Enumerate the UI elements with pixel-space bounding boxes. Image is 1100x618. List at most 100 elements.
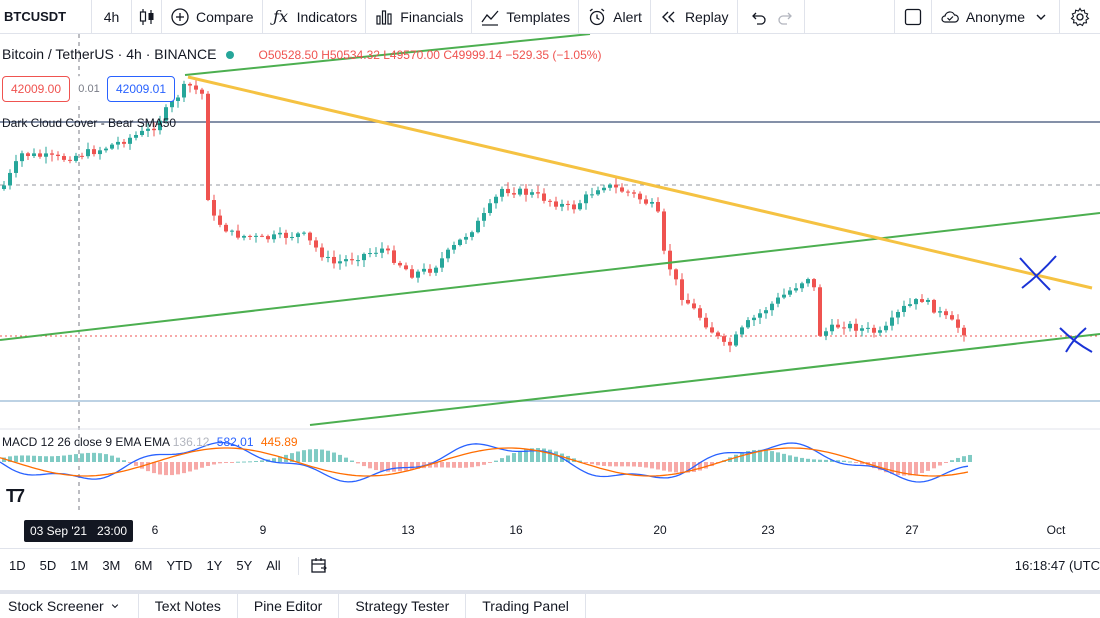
macd-bar [602, 462, 606, 466]
macd-bar [548, 449, 552, 462]
tab-trading-panel[interactable]: Trading Panel [466, 594, 586, 618]
fullscreen-button[interactable] [893, 0, 932, 34]
time-tick: 13 [401, 523, 415, 537]
candle-body [428, 268, 432, 273]
chart-type-button[interactable] [132, 0, 162, 34]
undo-button[interactable] [738, 0, 772, 34]
candle-body [338, 261, 342, 264]
candle-body [320, 247, 324, 258]
macd-bar [110, 455, 114, 462]
macd-bar [290, 453, 294, 462]
candle-body [476, 220, 480, 233]
symbol-legend: Bitcoin / TetherUS · 4h · BINANCE O50528.… [2, 46, 601, 62]
tab-stock-screener[interactable]: Stock Screener [0, 594, 139, 618]
macd-bar [68, 454, 72, 462]
macd-bar [344, 457, 348, 462]
candle-body [38, 153, 42, 157]
macd-bar [56, 456, 60, 462]
range-1m-button[interactable]: 1M [70, 558, 89, 573]
tab-strategy-tester[interactable]: Strategy Tester [339, 594, 467, 618]
indicators-button[interactable]: ƒx Indicators [263, 0, 367, 34]
interval-button[interactable]: 4h [92, 0, 132, 34]
candle-body [356, 260, 360, 262]
candle-body [386, 248, 390, 251]
layout-save-button[interactable]: Anonyme [932, 0, 1060, 34]
time-axis[interactable]: 03 Sep '21 23:00 6 9 13 16 20 23 27 Oct [0, 514, 1100, 544]
redo-button[interactable] [772, 0, 805, 34]
range-5d-button[interactable]: 5D [39, 558, 57, 573]
calendar-goto-icon[interactable] [309, 556, 329, 576]
range-3m-button[interactable]: 3M [102, 558, 121, 573]
candle-body [716, 332, 720, 337]
macd-legend[interactable]: MACD 12 26 close 9 EMA EMA 136.12 582.01… [2, 435, 298, 449]
candle-body [908, 304, 912, 306]
tab-text-notes[interactable]: Text Notes [139, 594, 238, 618]
macd-bar [302, 450, 306, 462]
candle-body [596, 190, 600, 195]
macd-bar [494, 460, 498, 462]
macd-bar [176, 462, 180, 475]
candle-body [236, 230, 240, 238]
candle-body [920, 299, 924, 302]
spread-label: 0.01 [78, 83, 100, 95]
candle-body [224, 224, 228, 232]
candle-body [566, 203, 570, 205]
macd-bar [26, 455, 30, 462]
tab-pine-editor[interactable]: Pine Editor [238, 594, 340, 618]
macd-histogram [2, 448, 972, 476]
compare-button[interactable]: Compare [162, 0, 263, 34]
macd-bar [968, 454, 972, 462]
settings-button[interactable] [1060, 0, 1100, 34]
candle-body [914, 299, 918, 305]
range-1y-button[interactable]: 1Y [206, 558, 223, 573]
macd-bar [662, 462, 666, 471]
candle-body [728, 341, 732, 346]
macd-bar [482, 462, 486, 465]
candle-body [506, 188, 510, 194]
macd-bar [152, 462, 156, 474]
range-ytd-button[interactable]: YTD [166, 558, 193, 573]
time-tick: 16 [509, 523, 523, 537]
range-5y-button[interactable]: 5Y [236, 558, 253, 573]
macd-bar [668, 462, 672, 472]
range-all-button[interactable]: All [266, 558, 281, 573]
candle-body [698, 308, 702, 318]
range-1d-button[interactable]: 1D [9, 558, 26, 573]
macd-bar [446, 462, 450, 468]
candle-body [686, 299, 690, 304]
macd-bar [2, 457, 6, 462]
candle-body [194, 85, 198, 90]
macd-bar [116, 457, 120, 462]
tradingview-logo-icon[interactable]: T7 [6, 486, 25, 506]
buy-button[interactable]: 42009.01 [107, 76, 175, 102]
macd-bar [182, 462, 186, 474]
candle-body [74, 155, 78, 161]
macd-bar [164, 462, 168, 476]
candle-body [464, 236, 468, 240]
replay-label: Replay [684, 8, 729, 25]
candle-body [134, 135, 138, 138]
range-6m-button[interactable]: 6M [134, 558, 153, 573]
macd-bar [416, 462, 420, 469]
candle-body [902, 305, 906, 312]
symbol-search-button[interactable]: BTCUSDT [0, 0, 92, 34]
candle-body [740, 327, 744, 335]
chevron-down-icon [1031, 7, 1051, 27]
candle-body [650, 202, 654, 204]
replay-button[interactable]: Replay [651, 0, 738, 34]
macd-bar [464, 462, 468, 468]
chart-pane[interactable]: Bitcoin / TetherUS · 4h · BINANCE O50528.… [0, 34, 1100, 514]
indicator-legend-pattern[interactable]: Dark Cloud Cover - Bear SMA50 [2, 116, 176, 130]
candle-body [212, 200, 216, 216]
macd-bar [278, 456, 282, 462]
sell-button[interactable]: 42009.00 [2, 76, 70, 102]
candle-body [8, 172, 12, 186]
price-chart[interactable] [0, 34, 1100, 514]
candle-body [68, 159, 72, 161]
financials-button[interactable]: Financials [366, 0, 473, 34]
templates-button[interactable]: Templates [472, 0, 580, 34]
utc-clock[interactable]: 16:18:47 (UTC [1014, 558, 1100, 573]
macd-bar [524, 449, 528, 462]
macd-bar [320, 449, 324, 462]
alert-button[interactable]: Alert [579, 0, 651, 34]
